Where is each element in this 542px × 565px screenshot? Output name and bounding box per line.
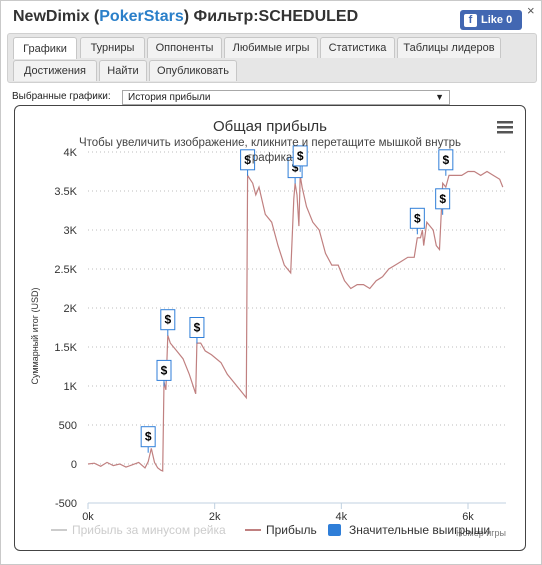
chart-subtitle-continued: графика	[248, 152, 293, 164]
marker-label: $	[442, 153, 449, 167]
marker-label: $	[297, 149, 304, 163]
tab-favorite-games[interactable]: Любимые игры	[224, 37, 318, 58]
y-tick-label: 1.5K	[54, 342, 77, 354]
x-tick-label: 4k	[336, 511, 348, 523]
tab-leaderboards[interactable]: Таблицы лидеров	[397, 37, 501, 58]
tab-publish[interactable]: Опубликовать	[149, 60, 237, 81]
y-tick-label: 2.5K	[54, 264, 77, 276]
x-tick-label: 6k	[462, 511, 474, 523]
significant-win-marker[interactable]: $	[160, 309, 176, 336]
y-tick-label: 3K	[64, 225, 78, 237]
close-icon[interactable]: ×	[527, 3, 535, 18]
title-bar: NewDimix (PokerStars) Фильтр:SCHEDULED f…	[1, 1, 541, 35]
significant-win-marker[interactable]: $	[156, 359, 172, 387]
legend: Прибыль за минусом рейка Прибыль Значитель…	[51, 523, 490, 537]
y-tick-label: 1K	[64, 381, 78, 393]
x-axis-ticks: 0k 2k 4k 6k	[82, 503, 474, 523]
significant-win-marker[interactable]: $	[438, 149, 454, 176]
legend-label: Значительные выигрыши	[349, 523, 490, 537]
legend-item[interactable]: Прибыль	[245, 523, 317, 537]
facebook-icon: f	[464, 13, 477, 27]
facebook-like-button[interactable]: f Like 0	[460, 10, 522, 30]
chart-type-value: История прибыли	[128, 92, 211, 103]
significant-win-marker[interactable]: $	[240, 149, 256, 176]
y-tick-label: -500	[55, 498, 77, 510]
hamburger-icon[interactable]	[497, 121, 513, 134]
significant-win-marker[interactable]: $	[409, 207, 425, 235]
room-close-paren: )	[183, 8, 190, 25]
tab-opponents[interactable]: Оппоненты	[147, 37, 222, 58]
chart-container[interactable]: -500 0 500 1K 1.5K 2K 2.5K 3K 3.5K 4K 0k 2k 4k 6k $ $…	[14, 105, 526, 551]
filter-label: Фильтр:SCHEDULED	[193, 8, 359, 25]
marker-label: $	[244, 153, 251, 167]
y-tick-label: 0	[71, 459, 77, 471]
tab-charts[interactable]: Графики	[13, 37, 77, 59]
significant-win-marker[interactable]: $	[189, 317, 205, 344]
legend-item[interactable]: Прибыль за минусом рейка	[51, 523, 226, 537]
tab-statistics[interactable]: Статистика	[320, 37, 395, 58]
tab-bar: Графики Турниры Оппоненты Любимые игры С…	[7, 33, 537, 83]
marker-label: $	[439, 192, 446, 206]
y-tick-label: 500	[59, 420, 77, 432]
chart-title: Общая прибыль	[213, 118, 327, 135]
selected-charts-label: Выбранные графики:	[12, 91, 111, 102]
y-tick-label: 4K	[64, 147, 78, 159]
marker-label: $	[292, 161, 299, 175]
marker-label: $	[161, 363, 168, 377]
room-link[interactable]: PokerStars	[99, 8, 184, 25]
markers-layer[interactable]: $$$$$$$$$$	[140, 145, 454, 453]
tab-tournaments[interactable]: Турниры	[80, 37, 145, 58]
marker-label: $	[145, 430, 152, 444]
room-open-paren: (	[93, 8, 100, 25]
x-axis-label: Номер игры	[456, 528, 506, 538]
marker-label: $	[194, 321, 201, 335]
chart-subtitle: Чтобы увеличить изображение, кликните и …	[79, 137, 461, 149]
legend-label: Прибыль за минусом рейка	[72, 523, 226, 537]
tab-find[interactable]: Найти	[99, 60, 147, 81]
significant-win-marker[interactable]: $	[140, 426, 156, 453]
y-tick-label: 2K	[64, 303, 78, 315]
legend-label: Прибыль	[266, 523, 317, 537]
marker-label: $	[414, 211, 421, 225]
legend-item[interactable]: Значительные выигрыши	[328, 523, 490, 537]
x-tick-label: 0k	[82, 511, 94, 523]
series-layer	[87, 170, 504, 472]
player-name: NewDimix	[13, 8, 90, 25]
chevron-down-icon: ▼	[435, 92, 444, 102]
page-title: NewDimix (PokerStars) Фильтр:SCHEDULED	[13, 8, 358, 26]
marker-label: $	[164, 313, 171, 327]
significant-win-marker[interactable]: $	[292, 145, 308, 172]
y-axis-label: Суммарный итог (USD)	[30, 287, 40, 384]
y-axis-ticks: -500 0 500 1K 1.5K 2K 2.5K 3K 3.5K 4K	[54, 147, 77, 510]
y-tick-label: 3.5K	[54, 186, 77, 198]
like-label: Like 0	[481, 14, 513, 26]
tab-achievements[interactable]: Достижения	[13, 60, 97, 81]
chart-type-select[interactable]: История прибыли ▼	[122, 90, 450, 105]
significant-win-marker[interactable]: $	[435, 188, 451, 215]
x-tick-label: 2k	[209, 511, 221, 523]
profit-series-line	[87, 170, 504, 472]
